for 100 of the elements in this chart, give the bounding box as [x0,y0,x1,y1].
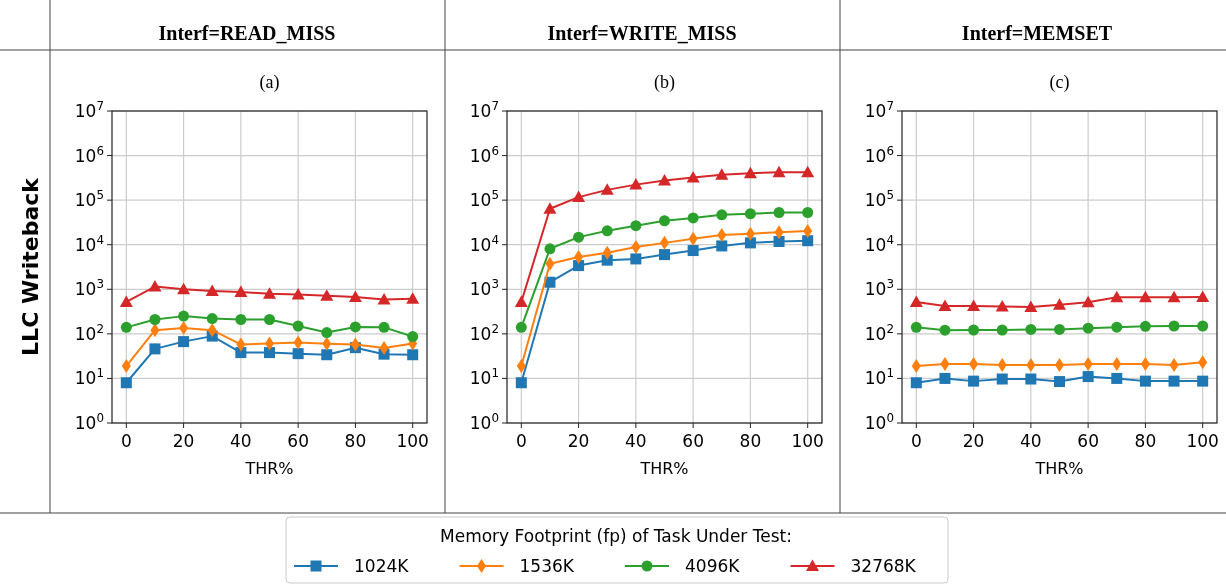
point [1111,321,1123,333]
point [996,373,1008,385]
point [802,235,814,247]
point [968,324,980,336]
point [909,295,923,307]
chart-title: Interf=WRITE_MISS [547,22,737,44]
point [996,324,1008,336]
y-tick-label: 10$^{4}$ [469,232,499,255]
point [910,321,922,333]
point [321,349,333,361]
y-tick-label: 10$^{7}$ [864,99,894,121]
x-axis-title: THR% [1034,459,1084,478]
point [264,314,275,325]
point [1111,372,1123,384]
chart-subtitle: (b) [654,72,675,93]
point [1197,375,1209,387]
point [802,207,814,219]
point [573,231,585,243]
point [515,377,527,389]
point [1024,300,1038,313]
point [1167,290,1181,303]
x-tick-label: 0 [910,431,922,451]
point [235,347,247,359]
point [1197,320,1209,332]
point [715,168,729,180]
point [120,377,132,389]
point [264,347,275,359]
point [119,295,133,307]
point [406,292,420,304]
point [121,359,131,373]
y-tick-label: 10$^{0}$ [469,411,499,433]
x-tick-label: 20 [567,431,590,451]
y-tick-label: 10$^{6}$ [74,143,104,166]
point [687,245,699,257]
point [178,310,190,322]
y-tick-label: 10$^{1}$ [74,366,104,389]
point [1196,290,1210,303]
point [1139,375,1151,387]
y-tick-label: 10$^{3}$ [74,277,104,300]
legend-label: 32768K [850,556,917,576]
point [1139,320,1151,332]
y-axis-title: LLC Writeback [18,176,43,356]
chart-subtitle: (c) [1049,72,1070,93]
y-tick-label: 10$^{6}$ [864,143,894,166]
point [1025,323,1037,335]
point [120,321,132,333]
point [938,299,952,312]
x-tick-label: 20 [962,431,985,451]
point [573,260,585,272]
point [601,225,613,237]
y-tick-label: 10$^{1}$ [864,366,894,389]
x-axis-title: THR% [639,459,689,478]
point [148,280,162,292]
y-tick-label: 10$^{2}$ [864,321,894,344]
point [773,236,785,248]
x-tick-label: 40 [1020,431,1042,451]
x-tick-label: 80 [739,431,762,451]
point [658,174,671,186]
x-tick-label: 20 [172,431,195,451]
point [1025,373,1037,385]
point [744,208,756,220]
point [659,249,670,261]
chart-subtitle: (a) [259,72,280,93]
y-tick-label: 10$^{5}$ [469,188,499,211]
y-tick-label: 10$^{7}$ [74,99,104,121]
point [543,202,557,214]
point [320,289,334,301]
legend-label: 1536K [519,556,575,576]
point [629,178,643,190]
y-tick-label: 10$^{0}$ [74,411,104,433]
point [911,359,921,373]
x-tick-label: 80 [1134,431,1157,451]
y-tick-label: 10$^{0}$ [864,411,894,433]
y-tick-label: 10$^{6}$ [469,143,499,166]
x-tick-label: 60 [1077,431,1099,451]
x-tick-label: 100 [396,431,429,451]
point [744,237,756,249]
x-tick-label: 40 [230,431,252,451]
point [1082,371,1094,383]
point [574,250,584,264]
point [630,253,642,265]
point [1110,290,1124,303]
point [205,284,219,296]
point [687,212,699,224]
point [772,165,786,178]
y-tick-label: 10$^{3}$ [469,277,499,300]
point [544,243,556,255]
point [572,190,586,203]
y-tick-label: 10$^{2}$ [469,321,499,344]
point [801,165,815,178]
point [1054,376,1065,388]
point [234,285,248,297]
legend-label: 1024K [354,556,410,576]
point [967,299,981,312]
point [716,240,728,252]
x-tick-label: 100 [791,431,824,451]
point [1054,323,1065,335]
point [321,327,333,339]
y-tick-label: 10$^{7}$ [469,99,499,121]
y-tick-label: 10$^{2}$ [74,321,104,344]
